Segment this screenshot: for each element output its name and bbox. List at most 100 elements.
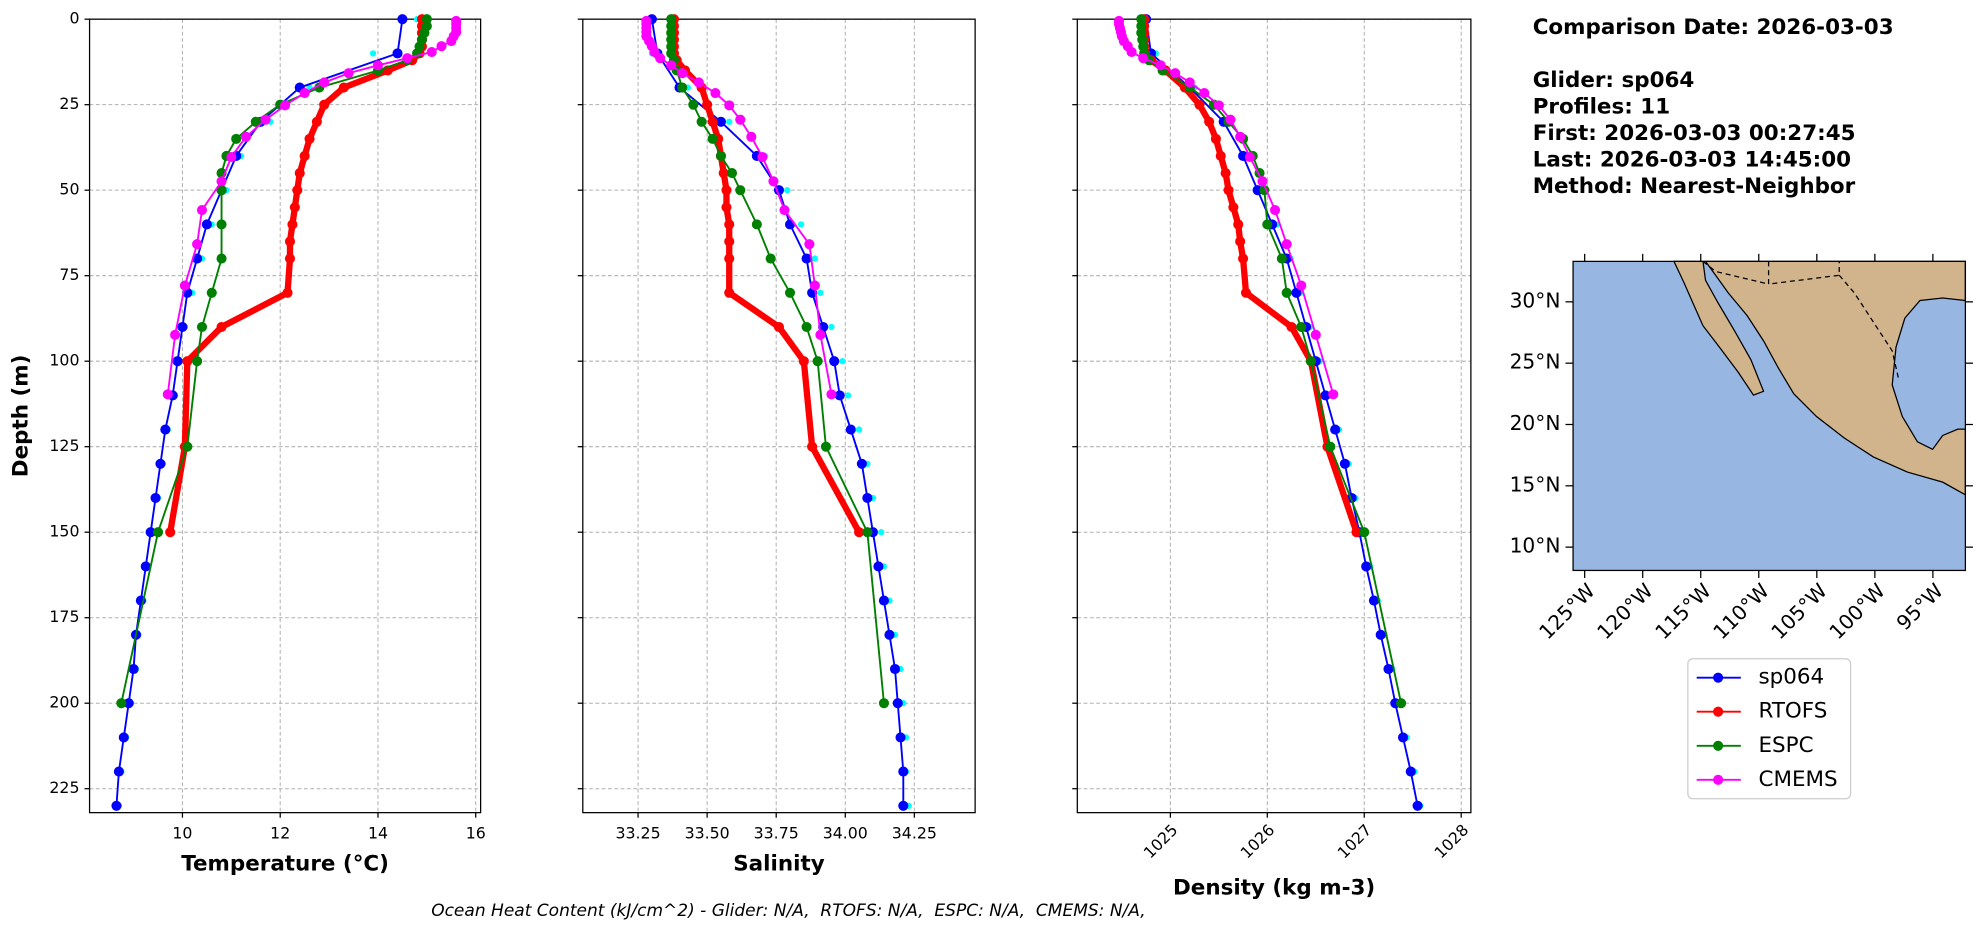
profile-point [1405,766,1416,777]
profile-point [196,204,208,216]
profile-point [721,202,732,213]
y-tick-label: 175 [49,607,79,626]
profile-point [192,239,203,250]
profile-point [155,458,166,469]
profile-point [809,280,820,291]
profile-point [206,287,217,298]
profile-point [1223,185,1234,196]
profile-point [1397,732,1409,743]
info-line: Glider: sp064 [1533,68,1695,93]
profile-point [287,219,298,230]
profile-point [710,88,721,99]
axes-frame [582,18,976,814]
profile-point [397,14,408,25]
lon-tick-label: 110°W [1708,579,1773,644]
profile-point [1305,356,1316,367]
profile-point [1351,527,1362,538]
profile-point [889,663,901,675]
profile-point [111,800,122,811]
profile-point [751,219,762,230]
profile-point [765,253,776,264]
info-line: Method: Nearest-Neighbor [1533,174,1856,199]
x-tick-label: 1027 [1334,820,1376,862]
profile-point [807,441,818,452]
series [115,16,421,809]
profile-point [826,389,837,400]
profile-point [1276,253,1287,264]
profile-point [746,131,757,142]
profile-point [715,150,726,162]
profile-point [784,219,796,230]
profile-point [724,236,735,247]
profile-point [839,358,846,365]
lon-tick-label: 105°W [1766,579,1831,644]
profile-point [1184,77,1195,88]
profile-point [873,561,884,572]
profile-point [1244,151,1255,163]
profile-point [179,280,190,291]
profile-point [402,53,413,64]
profile-point [160,424,171,435]
y-tick-label: 50 [59,180,79,199]
profile-point [1170,68,1181,79]
series [1140,16,1424,809]
profile-point [1210,133,1221,144]
profile-point [804,239,815,250]
y-tick-label: 225 [49,778,79,797]
lon-tick-label: 95°W [1892,579,1948,635]
profile-line [645,20,833,395]
profile-point [688,99,699,110]
x-tick-label: 34.00 [823,824,868,843]
axes-frame [1076,18,1472,814]
y-tick-label: 75 [59,265,79,284]
profile-point [677,68,688,79]
profile-point [152,527,164,538]
profile-point [811,255,819,262]
profile-point [1233,219,1244,230]
profile-point [801,321,812,333]
profile-point [726,168,738,179]
map-frame [1572,260,1967,572]
profile-point [1240,287,1252,298]
info-line: Last: 2026-03-03 14:45:00 [1533,147,1851,172]
lat-tick-label: 15°N [1510,472,1561,496]
profile-point [815,329,826,340]
profile-point [735,114,746,125]
profile-point [250,116,261,127]
x-tick-label: 34.25 [892,824,937,843]
x-tick-label: 33.50 [685,824,730,843]
legend-box [1687,658,1852,800]
profile-point [1235,131,1246,142]
profile-point [1215,150,1226,162]
profile-point [216,185,227,196]
profile-point [784,187,791,194]
profile-point [226,151,237,163]
profile-point [280,100,291,111]
series [1113,15,1339,400]
profile-point [1328,389,1339,400]
profile-point [784,287,796,298]
profile-point [773,321,785,333]
y-tick-label: 100 [49,351,79,370]
profile-line [115,19,404,806]
profile-point [856,458,867,469]
land-baja [1672,260,1765,396]
x-tick-label: 16 [466,824,486,843]
profile-point [768,176,779,187]
y-axis-label: Depth (m) [8,355,33,478]
profile-point [854,527,865,538]
series [643,16,912,809]
profile-point [216,253,227,264]
profile-point [655,53,666,64]
profile-point [1368,595,1379,606]
y-tick-label: 125 [49,436,79,455]
profile-point [834,390,845,401]
profile-point [884,629,895,640]
series [646,14,909,811]
profile-point [426,46,437,58]
profile-point [898,800,909,811]
profile-point [1291,287,1302,298]
profile-point [240,131,252,142]
profile-point [677,82,688,93]
